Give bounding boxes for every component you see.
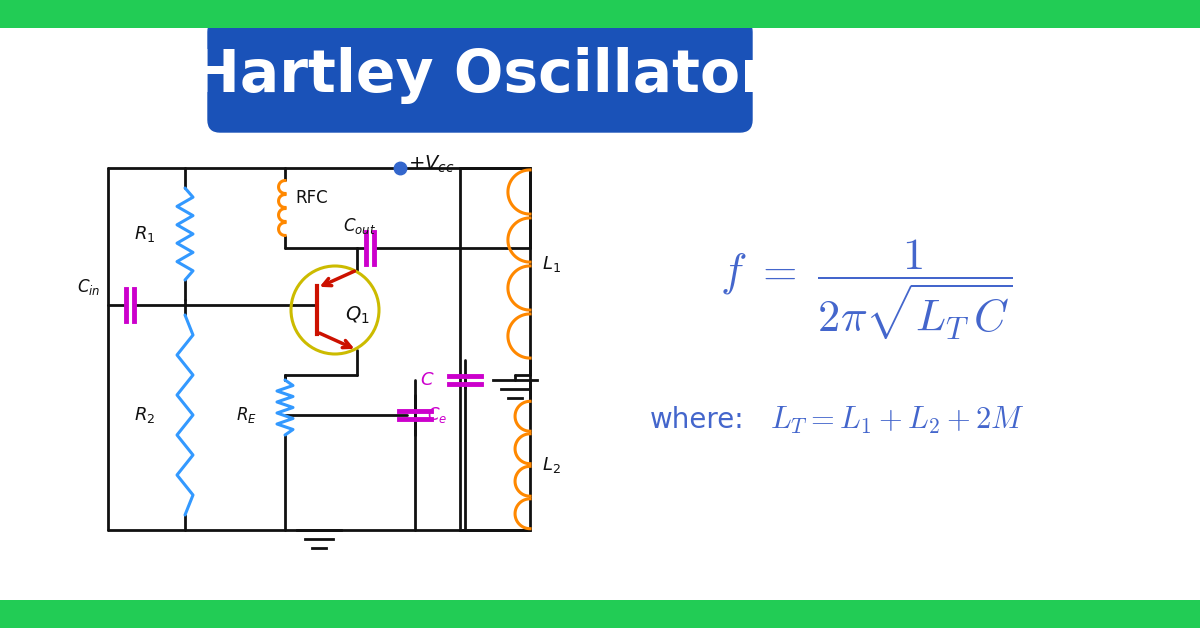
Text: $C_e$: $C_e$	[427, 405, 448, 425]
Bar	[0, 600, 1200, 628]
Text: Hartley Oscillator: Hartley Oscillator	[191, 48, 769, 104]
Text: $L_2$: $L_2$	[542, 455, 560, 475]
Text: where:: where:	[650, 406, 745, 434]
FancyBboxPatch shape	[208, 20, 752, 132]
Text: $R_E$: $R_E$	[236, 405, 257, 425]
Text: $f\ =\ \dfrac{1}{2\pi\sqrt{L_T\,C}}$: $f\ =\ \dfrac{1}{2\pi\sqrt{L_T\,C}}$	[720, 238, 1013, 342]
Text: $R_1$: $R_1$	[133, 224, 155, 244]
Bar	[460, 168, 530, 530]
Text: $+V_{cc}$: $+V_{cc}$	[408, 153, 455, 175]
Text: $R_2$: $R_2$	[133, 405, 155, 425]
Text: $L_T = L_1 + L_2 + 2M$: $L_T = L_1 + L_2 + 2M$	[770, 404, 1025, 436]
Text: $C_{out}$: $C_{out}$	[343, 216, 377, 236]
Text: RFC: RFC	[295, 189, 328, 207]
Bar	[0, 0, 1200, 28]
Text: $L_1$: $L_1$	[542, 254, 560, 274]
Text: $C_{in}$: $C_{in}$	[77, 277, 100, 297]
Text: $C$: $C$	[420, 371, 436, 389]
Text: $Q_1$: $Q_1$	[346, 305, 370, 326]
